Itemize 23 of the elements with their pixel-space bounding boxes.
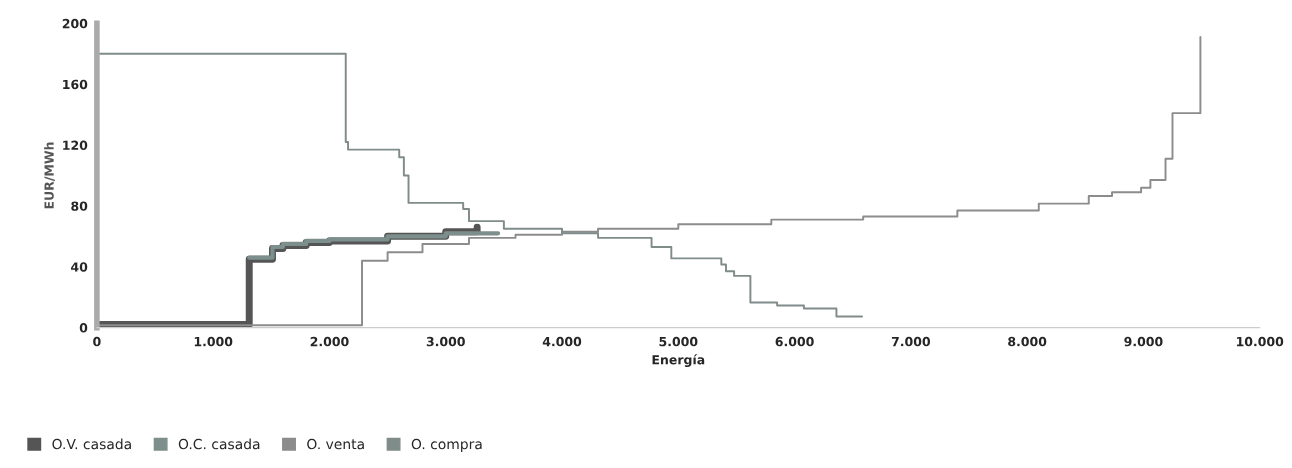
- x-tick-label: 5.000: [659, 336, 698, 347]
- x-tick-label: 7.000: [891, 336, 931, 347]
- x-tick-label: 10.000: [1236, 336, 1284, 347]
- x-tick-label: 9.000: [1124, 336, 1163, 347]
- legend-label: O.V. casada: [52, 438, 131, 450]
- legend-label: O.C. casada: [178, 438, 260, 450]
- y-tick-label: 200: [62, 18, 88, 29]
- legend-label: O. venta: [307, 438, 364, 450]
- y-tick-label: 120: [63, 140, 88, 151]
- y-axis-title: EUR/MWh: [44, 142, 55, 209]
- x-tick-label: 0: [93, 336, 101, 347]
- y-tick-label: 0: [79, 323, 88, 333]
- y-tick-label: 160: [63, 79, 88, 90]
- x-tick-label: 4.000: [542, 336, 582, 347]
- x-tick-label: 3.000: [426, 336, 465, 347]
- x-tick-label: 8.000: [1008, 336, 1047, 347]
- y-tick-label: 80: [71, 201, 88, 211]
- y-tick-label: 40: [71, 262, 88, 272]
- x-axis-title: Energía: [652, 354, 705, 367]
- x-tick-label: 1.000: [194, 336, 233, 347]
- x-tick-label: 2.000: [310, 336, 349, 347]
- x-tick-label: 6.000: [775, 336, 814, 347]
- legend-label: O. compra: [411, 438, 482, 452]
